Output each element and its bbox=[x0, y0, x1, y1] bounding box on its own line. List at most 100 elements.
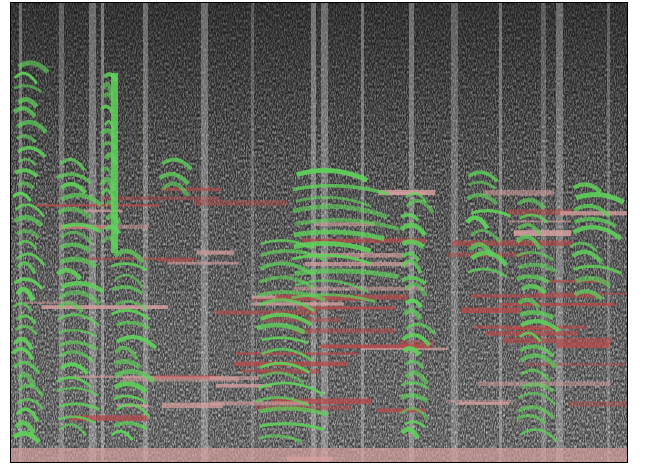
red-band bbox=[84, 209, 123, 213]
red-band bbox=[452, 240, 573, 246]
harmonic-streak bbox=[404, 192, 428, 204]
harmonic-streak bbox=[573, 289, 604, 301]
harmonic-streak bbox=[56, 313, 101, 327]
harmonic-streak bbox=[11, 347, 35, 361]
harmonic-streak bbox=[15, 134, 37, 144]
harmonic-streak bbox=[401, 332, 432, 347]
harmonic-streak bbox=[294, 268, 400, 280]
harmonic-streak bbox=[60, 181, 87, 195]
harmonic-streak bbox=[14, 168, 39, 178]
harmonic-streak bbox=[12, 430, 41, 444]
harmonic-streak bbox=[572, 182, 602, 194]
harmonic-streak bbox=[572, 225, 623, 241]
red-band bbox=[293, 328, 396, 334]
red-band bbox=[297, 306, 396, 310]
harmonic-streak bbox=[110, 262, 148, 272]
harmonic-streak bbox=[58, 415, 96, 425]
harmonic-streak bbox=[12, 302, 33, 312]
harmonic-streak bbox=[114, 299, 148, 311]
red-band bbox=[320, 344, 431, 349]
harmonic-streak bbox=[15, 286, 35, 302]
red-band bbox=[387, 191, 426, 195]
red-band bbox=[560, 211, 627, 216]
harmonic-streak bbox=[467, 170, 499, 183]
harmonic-streak bbox=[112, 248, 145, 264]
harmonic-streak bbox=[470, 250, 509, 267]
red-band bbox=[500, 302, 616, 307]
onset-line bbox=[201, 3, 208, 462]
harmonic-streak bbox=[293, 241, 372, 254]
harmonic-streak bbox=[295, 195, 372, 208]
harmonic-streak bbox=[404, 359, 425, 370]
red-band bbox=[507, 220, 571, 223]
harmonic-streaks bbox=[11, 60, 625, 444]
harmonic-streak bbox=[15, 407, 40, 423]
harmonic-streak bbox=[259, 371, 305, 384]
red-band bbox=[556, 343, 610, 348]
harmonic-streak bbox=[60, 280, 105, 294]
harmonic-streak bbox=[573, 216, 617, 228]
red-band bbox=[458, 402, 510, 405]
harmonic-streak bbox=[160, 157, 193, 171]
harmonic-streak bbox=[515, 274, 550, 285]
red-band bbox=[69, 415, 148, 421]
harmonic-streak bbox=[55, 386, 100, 397]
harmonic-streak bbox=[469, 228, 501, 244]
harmonic-streak bbox=[257, 381, 325, 396]
red-band bbox=[377, 408, 426, 413]
harmonic-streak bbox=[400, 259, 423, 274]
harmonic-streak bbox=[258, 434, 303, 444]
harmonic-streak bbox=[255, 396, 310, 407]
harmonic-streak bbox=[57, 301, 84, 314]
red-band bbox=[258, 369, 320, 374]
harmonic-streak bbox=[161, 181, 190, 197]
red-band bbox=[483, 190, 554, 196]
harmonic-streak bbox=[295, 168, 369, 183]
harmonic-streak bbox=[16, 372, 36, 388]
red-band bbox=[315, 222, 375, 227]
harmonic-streak bbox=[291, 253, 372, 266]
harmonic-streak bbox=[16, 181, 35, 191]
harmonic-streak bbox=[13, 336, 34, 351]
harmonic-streak bbox=[58, 350, 95, 363]
harmonic-streak bbox=[260, 249, 327, 262]
harmonic-streak bbox=[517, 197, 547, 211]
harmonic-streak bbox=[465, 192, 499, 206]
harmonic-streak bbox=[293, 229, 385, 242]
harmonic-streak bbox=[465, 215, 490, 230]
harmonic-streak bbox=[58, 290, 102, 306]
harmonic-streak bbox=[115, 335, 158, 350]
harmonic-streak bbox=[259, 312, 313, 327]
harmonic-streak bbox=[58, 340, 98, 352]
harmonic-streak bbox=[256, 290, 327, 302]
red-band bbox=[473, 325, 587, 329]
harmonic-streak bbox=[295, 218, 400, 231]
red-band bbox=[122, 376, 239, 382]
harmonic-streak bbox=[519, 319, 561, 333]
harmonic-streak bbox=[15, 120, 48, 134]
harmonic-streak bbox=[468, 180, 497, 190]
harmonic-streak bbox=[115, 320, 151, 330]
harmonic-streak bbox=[55, 172, 92, 185]
red-band bbox=[399, 340, 434, 347]
harmonic-streak bbox=[258, 275, 316, 290]
onset-line bbox=[143, 3, 148, 462]
onset-line bbox=[101, 3, 104, 462]
harmonic-streak bbox=[59, 423, 87, 437]
harmonic-streak bbox=[575, 191, 625, 205]
harmonic-streak bbox=[404, 420, 427, 429]
harmonic-streak bbox=[519, 310, 555, 321]
red-band bbox=[461, 307, 521, 313]
red-band bbox=[477, 381, 611, 386]
harmonic-streak bbox=[59, 157, 86, 172]
harmonic-streak bbox=[515, 414, 547, 425]
vertical-green-streak bbox=[111, 73, 118, 253]
harmonic-streak bbox=[12, 191, 32, 203]
red-band bbox=[161, 402, 223, 409]
red-band bbox=[275, 294, 408, 300]
onset-line bbox=[251, 3, 254, 462]
onset-line bbox=[499, 3, 502, 462]
onset-line bbox=[409, 3, 414, 462]
red-band bbox=[101, 196, 221, 201]
harmonic-streak bbox=[16, 397, 45, 411]
